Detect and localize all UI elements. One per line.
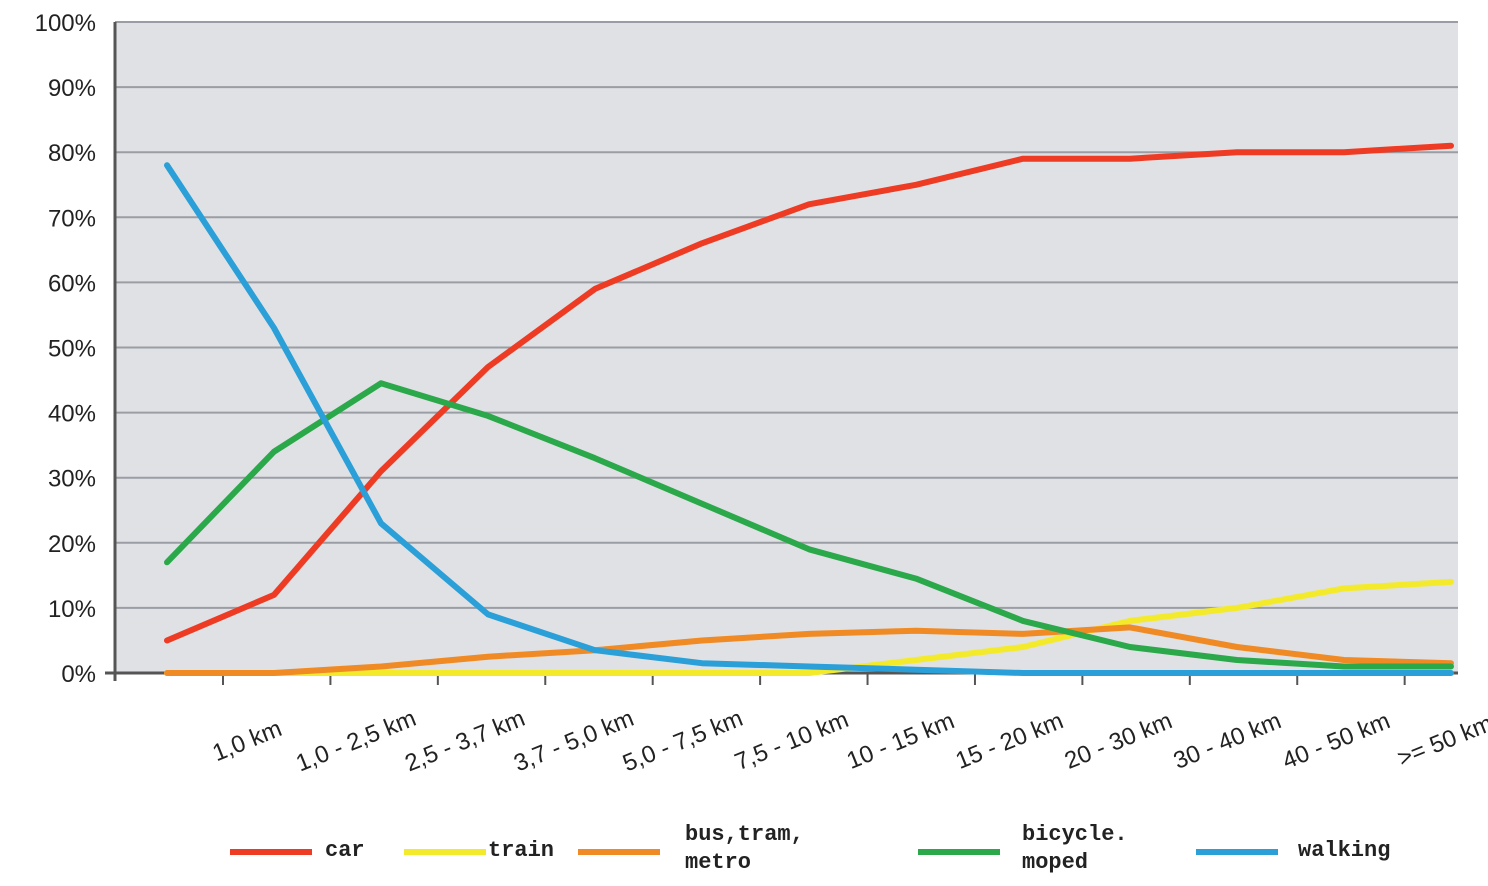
x-tick-label: 1,0 - 2,5 km — [292, 705, 420, 778]
y-tick-labels: 0% 10% 20% 30% 40% 50% 60% 70% 80% 90% 100% — [35, 10, 96, 688]
x-tick-label: >= 50 km — [1394, 710, 1488, 773]
x-tick-label: 20 - 30 km — [1061, 707, 1176, 775]
series-line-train — [164, 578, 1454, 676]
x-tick-label: 5,0 - 7,5 km — [619, 705, 747, 778]
x-tick-label: 40 - 50 km — [1279, 707, 1394, 775]
x-tick-label: 10 - 15 km — [843, 707, 958, 775]
series-lines — [164, 142, 1454, 676]
legend-label: car — [325, 838, 365, 863]
y-tick-label: 80% — [48, 140, 96, 167]
x-tick-label: 30 - 40 km — [1170, 707, 1285, 775]
y-tick-label: 50% — [48, 336, 96, 363]
series-line-bicycle-moped — [164, 380, 1454, 670]
x-tick-label: 2,5 - 3,7 km — [401, 705, 529, 778]
y-tick-label: 40% — [48, 401, 96, 428]
legend: car train bus,tram, metro bicycle. moped walki… — [230, 822, 1390, 875]
y-tick-label: 10% — [48, 596, 96, 623]
y-tick-label: 30% — [48, 466, 96, 493]
series-line-walking — [164, 162, 1454, 676]
y-tick-label: 100% — [35, 10, 96, 37]
y-tick-label: 60% — [48, 270, 96, 297]
y-tick-label: 0% — [61, 661, 96, 688]
x-tick-label: 15 - 20 km — [952, 707, 1067, 775]
y-tick-label: 20% — [48, 531, 96, 558]
legend-label: walking — [1298, 838, 1390, 863]
y-tick-label: 70% — [48, 205, 96, 232]
x-tick-label: 1,0 km — [209, 715, 286, 767]
legend-label: bicycle. moped — [1022, 822, 1128, 875]
x-tick-label: 7,5 - 10 km — [731, 706, 852, 776]
series-line-car — [164, 142, 1454, 644]
series-line-bus-tram-metro — [164, 624, 1454, 676]
x-tick-labels: 1,0 km 1,0 - 2,5 km2,5 - 3,7 km3,7 - 5,0 … — [209, 705, 1488, 778]
x-tick-label: 3,7 - 5,0 km — [510, 705, 638, 778]
legend-label: train — [488, 838, 554, 863]
legend-label: bus,tram, metro — [685, 822, 804, 875]
y-tick-label: 90% — [48, 75, 96, 102]
